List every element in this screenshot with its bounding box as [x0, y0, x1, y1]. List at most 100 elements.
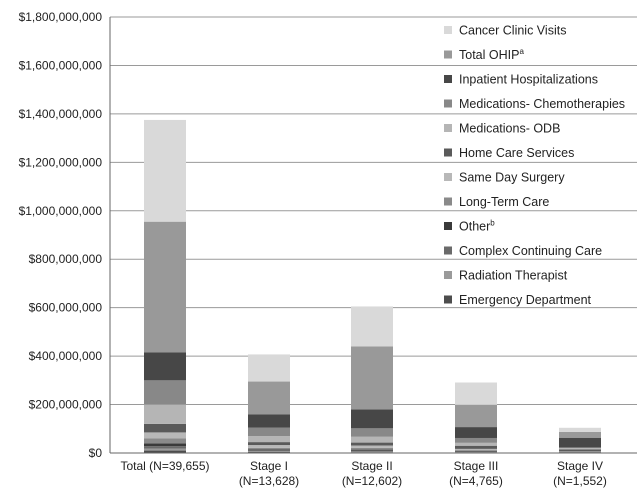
legend-swatch — [444, 173, 452, 181]
bar-segment — [144, 221, 186, 353]
bar-segment — [559, 448, 601, 450]
x-tick-label: Total (N=39,655) — [120, 459, 209, 473]
y-tick-label: $1,400,000,000 — [19, 107, 103, 121]
bar-segment — [248, 445, 290, 448]
bar-segment — [144, 119, 186, 222]
bar-segment — [455, 382, 497, 405]
bar-segment — [455, 404, 497, 428]
bar-segment — [144, 446, 186, 449]
bar-segment — [455, 445, 497, 449]
bar-segment — [559, 437, 601, 448]
bar-segment — [144, 443, 186, 447]
y-axis-tick-labels: $0 $200,000,000 $400,000,000 $600,000,000 $8… — [19, 10, 103, 460]
legend-label: Total OHIPa — [459, 47, 524, 62]
x-tick-label: Stage III — [454, 459, 499, 473]
legend-swatch — [444, 222, 452, 230]
bar-segment — [351, 428, 393, 437]
legend-label: Long-Term Care — [459, 195, 549, 209]
x-tick-label: Stage IV — [557, 459, 603, 473]
legend-label: Cancer Clinic Visits — [459, 24, 566, 38]
bar-segment — [351, 306, 393, 347]
bar-stacks — [144, 119, 601, 453]
x-tick-label: (N=13,628) — [239, 474, 299, 488]
bar-segment — [144, 450, 186, 453]
bar-segment — [455, 451, 497, 452]
bar-segment — [248, 451, 290, 453]
bar-segment — [248, 354, 290, 382]
bar-segment — [351, 445, 393, 448]
bar-segment — [559, 449, 601, 452]
legend-label: Radiation Therapist — [459, 269, 568, 283]
bar-segment — [144, 404, 186, 424]
bar-segment — [248, 427, 290, 437]
bar-segment — [455, 448, 497, 451]
bar-segment — [455, 437, 497, 443]
legend-swatch — [444, 271, 452, 279]
bar-segment — [248, 414, 290, 428]
y-tick-label: $1,600,000,000 — [19, 58, 103, 72]
legend-label: Medications- Chemotherapies — [459, 97, 625, 111]
legend-label: Inpatient Hospitalizations — [459, 73, 598, 87]
bar-segment — [351, 449, 393, 451]
bar-segment — [559, 447, 601, 449]
y-tick-label: $200,000,000 — [29, 398, 103, 412]
bar-segment — [351, 436, 393, 443]
y-tick-label: $400,000,000 — [29, 349, 103, 363]
y-tick-label: $800,000,000 — [29, 252, 103, 266]
bar-segment — [351, 447, 393, 450]
y-tick-label: $0 — [89, 446, 103, 460]
legend-swatch — [444, 26, 452, 34]
legend: Cancer Clinic Visits Total OHIPa Inpatient… — [444, 24, 625, 307]
legend-label: Medications- ODB — [459, 122, 560, 136]
legend-label: Home Care Services — [459, 146, 574, 160]
x-tick-label: Stage II — [351, 459, 392, 473]
legend-swatch — [444, 124, 452, 132]
x-tick-label: (N=4,765) — [449, 474, 503, 488]
bar-segment — [559, 427, 601, 432]
x-tick-label: (N=1,552) — [553, 474, 607, 488]
bar-segment — [559, 431, 601, 438]
legend-label: Otherb — [459, 219, 495, 234]
bar-segment — [144, 380, 186, 405]
y-tick-label: $1,200,000,000 — [19, 155, 103, 169]
bar-segment — [455, 450, 497, 452]
x-tick-label: (N=12,602) — [342, 474, 402, 488]
bar-segment — [144, 432, 186, 439]
y-tick-label: $600,000,000 — [29, 301, 103, 315]
legend-label: Complex Continuing Care — [459, 244, 602, 258]
bar-segment — [248, 447, 290, 450]
bar-segment — [351, 450, 393, 452]
bar-segment — [144, 352, 186, 381]
bar-segment — [248, 436, 290, 443]
bar-segment — [455, 442, 497, 446]
axes — [109, 17, 637, 454]
gridlines — [110, 16, 637, 406]
legend-swatch — [444, 50, 452, 59]
bar-segment — [351, 409, 393, 429]
legend-swatch — [444, 295, 452, 304]
bar-segment — [351, 442, 393, 446]
legend-superscript: a — [519, 47, 524, 56]
bar-segment — [248, 442, 290, 446]
legend-swatch — [444, 99, 452, 108]
bar-segment — [248, 381, 290, 415]
bar-segment — [351, 451, 393, 453]
legend-superscript: b — [490, 219, 495, 228]
bar-segment — [351, 346, 393, 410]
legend-swatch — [444, 75, 452, 83]
legend-swatch — [444, 197, 452, 206]
bar-segment — [144, 448, 186, 451]
bar-segment — [248, 450, 290, 452]
legend-label: Same Day Surgery — [459, 171, 565, 185]
bar-segment — [455, 427, 497, 438]
y-tick-label: $1,800,000,000 — [19, 10, 103, 24]
y-tick-label: $1,000,000,000 — [19, 204, 103, 218]
bar-segment — [248, 449, 290, 451]
legend-swatch — [444, 148, 452, 157]
x-axis-tick-labels: Total (N=39,655) Stage I(N=13,628) Stage I… — [120, 459, 606, 488]
legend-label: Emergency Department — [459, 293, 592, 307]
legend-swatch — [444, 246, 452, 255]
bar-segment — [144, 423, 186, 433]
x-tick-label: Stage I — [250, 459, 288, 473]
